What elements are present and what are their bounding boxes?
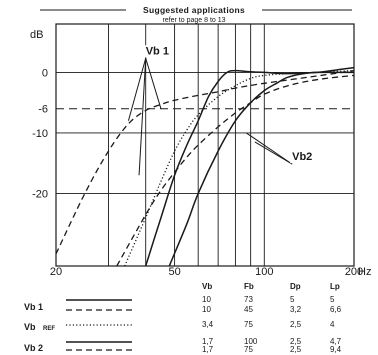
tick-labels: 0 -6 -10 -20 20 50 100 200 [32,67,363,278]
header-title: Suggested applications [143,5,245,15]
series-vb-2-solid [168,71,354,266]
y-tick-label: -20 [32,188,48,200]
table-cell: 73 [244,295,253,304]
table-cell: 3,4 [202,320,214,329]
table-cell: 5 [330,295,335,304]
table-cell: 10 [202,305,211,314]
annotation-pointer [127,58,147,121]
table-header: Vb [202,282,212,291]
table-cell: 4 [330,320,335,329]
table-cell: 100 [244,337,258,346]
table-row-label: Vb 2 [24,343,43,353]
table-cell: 75 [244,345,253,354]
annotation-pointer [145,58,162,109]
x-tick-label: 200 [345,266,363,278]
annotation-pointer [138,58,147,176]
table-cell: 2,5 [290,345,302,354]
y-tick-label: -10 [32,128,48,140]
series-vb-2-dashed [116,74,354,266]
table-cell: 45 [244,305,253,314]
curves [56,66,354,266]
y-unit-label: dB [30,29,43,41]
table-header: Lp [330,282,340,291]
y-tick-label: -6 [38,104,48,116]
annotation-label-bg [290,151,321,164]
chart: Vb 1 Vb2 0 -6 -10 -20 20 50 100 200 dB Hz [30,23,371,278]
table-cell: 1,7 [202,345,214,354]
table-cell: 5 [290,295,295,304]
annotation-label: Vb2 [292,151,312,163]
series-vb-1-solid [144,66,354,266]
y-tick-label: 0 [42,67,48,79]
table-header: Fb [244,282,254,291]
x-tick-label: 100 [255,266,273,278]
x-tick-label: 50 [168,266,180,278]
table-cell: 3,2 [290,305,302,314]
table-row-label: Vb [24,322,36,332]
series-vb-ref-dotted [124,69,354,266]
series-vb-1-dashed [56,69,354,255]
table-cell: 75 [244,320,253,329]
annotations: Vb 1 Vb2 [127,45,321,176]
table-row-label: Vb 1 [24,302,43,312]
table-cell: 9,4 [330,345,342,354]
table-cell: 2,5 [290,320,302,329]
grid [56,24,354,266]
table-cell: 1,7 [202,337,214,346]
table-header: Dp [290,282,301,291]
table-cell: 6,6 [330,305,342,314]
x-unit-label: Hz [358,266,371,278]
table-cell: 10 [202,295,211,304]
table-cell: 4,7 [330,337,342,346]
header: Suggested applications refer to page 8 t… [40,5,352,24]
annotation-label: Vb 1 [146,45,169,57]
annotation-pointer [245,132,293,165]
x-tick-label: 20 [50,266,62,278]
plot-frame [55,23,355,267]
annotation-pointer [254,141,293,165]
header-subtitle: refer to page 8 to 13 [162,17,225,24]
annotation-label-bg [143,45,174,58]
table-row-label-sub: REF [43,326,55,332]
table-cell: 2,5 [290,337,302,346]
legend-table: Vb Fb Dp Lp Vb 1 10 73 5 5 10 45 3,2 6,6 Vb REF 3,4 75 2,… [24,282,342,354]
